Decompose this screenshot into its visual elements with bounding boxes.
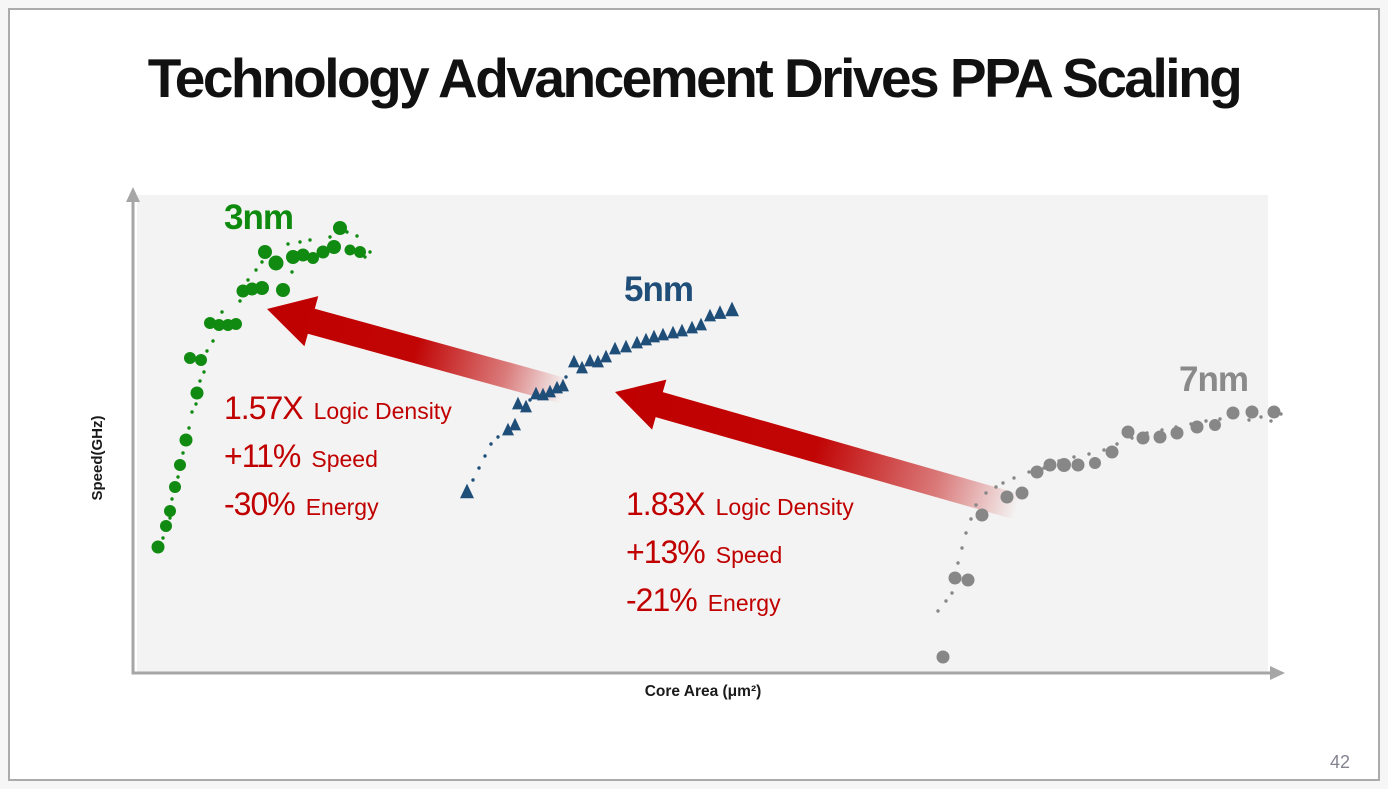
y-axis-label: Speed(GHz)	[89, 415, 106, 501]
energy-label: Energy	[305, 494, 379, 520]
speed-value: +11%	[224, 438, 301, 474]
annotation-line: 1.83X Logic Density	[626, 486, 854, 534]
series-label-3nm: 3nm	[224, 198, 294, 237]
speed-label: Speed	[311, 446, 378, 472]
slide-title: Technology Advancement Drives PPA Scalin…	[147, 47, 1243, 109]
annotation-line: +13% Speed	[626, 534, 854, 582]
annotation-line: +11% Speed	[224, 438, 452, 486]
page-number: 42	[1329, 752, 1350, 772]
logic-density-value: 1.57X	[224, 390, 304, 426]
annotation-line: -21% Energy	[626, 582, 854, 630]
logic-density-label: Logic Density	[313, 398, 452, 424]
series-label-7nm: 7nm	[1179, 360, 1249, 399]
annotation-5nm-to-3nm: 1.57X Logic Density +11% Speed -30% Ener…	[224, 390, 452, 534]
speed-value: +13%	[626, 534, 706, 570]
x-axis-label: Core Area (μm²)	[644, 683, 762, 700]
logic-density-value: 1.83X	[626, 486, 706, 522]
speed-label: Speed	[715, 542, 783, 568]
energy-label: Energy	[707, 590, 781, 616]
series-label-5nm: 5nm	[624, 270, 694, 309]
logic-density-label: Logic Density	[715, 494, 854, 520]
annotation-7nm-to-5nm: 1.83X Logic Density +13% Speed -21% Ener…	[626, 486, 854, 630]
slide: Technology Advancement Drives PPA Scalin…	[8, 8, 1380, 781]
energy-value: -21%	[626, 582, 698, 618]
annotation-line: -30% Energy	[224, 486, 452, 534]
energy-value: -30%	[224, 486, 296, 522]
annotation-line: 1.57X Logic Density	[224, 390, 452, 438]
